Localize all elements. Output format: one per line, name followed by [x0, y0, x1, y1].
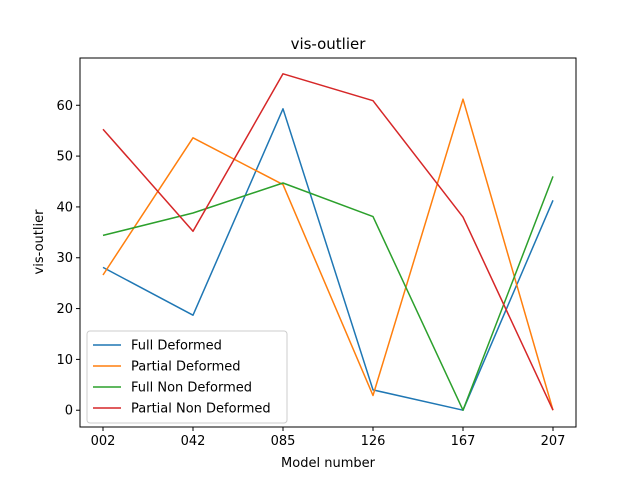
chart-title: vis-outlier — [291, 35, 367, 53]
legend-entry: Full Deformed — [131, 339, 222, 354]
x-tick-label: 042 — [181, 434, 206, 449]
series-layer — [102, 73, 554, 411]
legend-entry: Partial Non Deformed — [131, 402, 271, 417]
plot-frame — [79, 57, 577, 428]
y-tick-label: 0 — [65, 404, 73, 419]
legend-entry: Full Non Deformed — [131, 381, 252, 396]
y-tick-label: 40 — [56, 200, 73, 215]
x-tick-label: 207 — [541, 434, 566, 449]
series-line-partial-deformed — [102, 98, 554, 411]
x-axis-label: Model number — [281, 456, 376, 471]
series-line-full-non-deformed — [102, 176, 554, 411]
y-tick-label: 30 — [56, 251, 73, 266]
y-axis-label: vis-outlier — [32, 209, 47, 275]
x-tick-label: 085 — [271, 434, 296, 449]
x-axis-ticks: 002 042 085 126 167 207 — [91, 427, 566, 449]
y-tick-label: 60 — [56, 99, 73, 114]
x-tick-label: 167 — [451, 434, 476, 449]
y-tick-label: 10 — [56, 353, 73, 368]
series-line-partial-non-deformed — [102, 73, 554, 411]
series-line-full-deformed — [102, 108, 554, 411]
x-tick-label: 002 — [91, 434, 116, 449]
y-axis-ticks: 0 10 20 30 40 50 60 — [56, 99, 80, 419]
legend-entry: Partial Deformed — [131, 360, 241, 375]
y-tick-label: 20 — [56, 302, 73, 317]
y-tick-label: 50 — [56, 150, 73, 165]
legend-box — [86, 330, 288, 424]
legend: Full Deformed Partial Deformed Full Non De… — [86, 330, 288, 424]
x-tick-label: 126 — [361, 434, 386, 449]
